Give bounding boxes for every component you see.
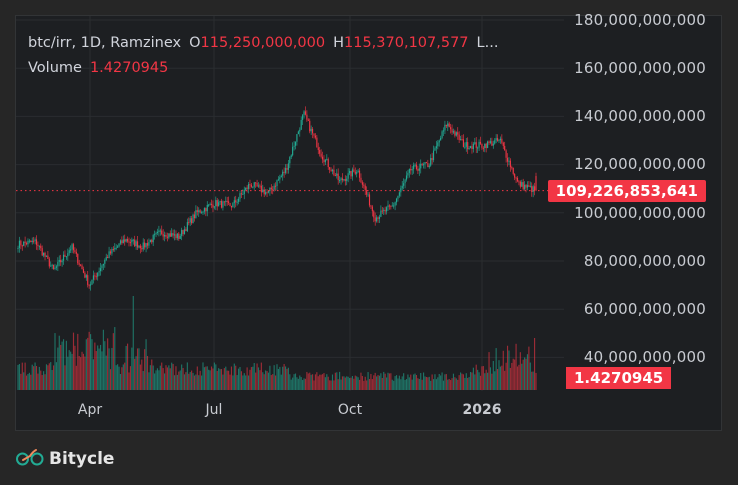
- candlestick-chart[interactable]: [16, 16, 723, 432]
- price-axis-label: 60,000,000,000: [583, 300, 706, 318]
- price-axis-label: 180,000,000,000: [574, 11, 706, 29]
- chart-panel[interactable]: btc/irr, 1D, Ramzinex O115,250,000,000 H11…: [15, 11, 723, 432]
- time-axis-label: 2026: [462, 402, 502, 418]
- price-axis-label: 100,000,000,000: [574, 204, 706, 222]
- open-value: 115,250,000,000: [200, 35, 326, 51]
- bicycle-logo-icon: [15, 447, 45, 471]
- chart-legend: btc/irr, 1D, Ramzinex O115,250,000,000 H11…: [28, 31, 498, 81]
- brand-logo[interactable]: Bitycle: [15, 447, 114, 471]
- low-truncated: L...: [476, 35, 499, 51]
- legend-ohlc-row: btc/irr, 1D, Ramzinex O115,250,000,000 H11…: [28, 31, 498, 56]
- price-axis-label: 160,000,000,000: [574, 59, 706, 77]
- open-prefix: O: [189, 35, 201, 51]
- current-price-tag: 109,226,853,641: [547, 180, 706, 202]
- high-value: 115,370,107,577: [344, 35, 469, 51]
- high-prefix: H: [333, 35, 344, 51]
- price-axis-label: 80,000,000,000: [583, 252, 706, 270]
- price-axis-label: 120,000,000,000: [574, 155, 706, 173]
- price-axis-label: 140,000,000,000: [574, 107, 706, 125]
- volume-label[interactable]: Volume: [28, 60, 82, 76]
- legend-volume-row: Volume 1.4270945: [28, 56, 498, 81]
- volume-value: 1.4270945: [89, 60, 169, 76]
- current-volume-tag: 1.4270945: [566, 367, 672, 389]
- time-axis-label: Jul: [205, 402, 223, 418]
- price-axis-label: 40,000,000,000: [583, 348, 706, 366]
- brand-name: Bitycle: [49, 449, 115, 469]
- symbol-label[interactable]: btc/irr, 1D, Ramzinex: [28, 35, 182, 51]
- time-axis-label: Oct: [337, 402, 363, 418]
- time-axis-label: Apr: [77, 402, 103, 418]
